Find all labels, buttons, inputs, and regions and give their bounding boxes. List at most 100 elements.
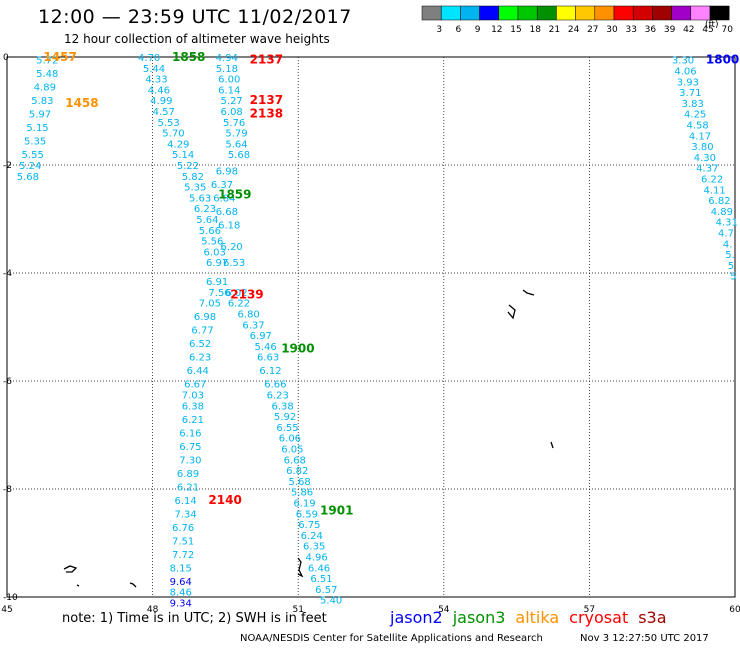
lon-tick-label: 45 bbox=[1, 605, 12, 615]
wave-height-value: 3.30 bbox=[672, 56, 694, 67]
colorbar-swatch bbox=[498, 5, 519, 21]
wave-height-value: 6.21 bbox=[182, 415, 204, 426]
wave-height-value: 6.57 bbox=[315, 585, 337, 596]
island-outline bbox=[129, 582, 137, 588]
wave-height-value: 4.29 bbox=[167, 139, 189, 150]
wave-height-value: 5.68 bbox=[228, 150, 250, 161]
wave-height-value: 4.57 bbox=[153, 107, 175, 118]
wave-height-value: 6.75 bbox=[298, 520, 320, 531]
generated-timestamp: Nov 3 12:27:50 UTC 2017 bbox=[580, 633, 709, 644]
wave-height-value: 6.18 bbox=[218, 220, 240, 231]
wave-height-value: 6.23 bbox=[194, 204, 216, 215]
colorbar-label: 21 bbox=[549, 25, 560, 35]
island-outline bbox=[550, 441, 554, 449]
wave-height-value: 5.35 bbox=[184, 183, 206, 194]
pass-time-label: 1458 bbox=[65, 96, 98, 110]
wave-height-value: 6.12 bbox=[259, 366, 281, 377]
wave-height-value: 5.14 bbox=[172, 150, 194, 161]
wave-height-value: 5.63 bbox=[189, 193, 211, 204]
colorbar-swatch bbox=[479, 5, 500, 21]
colorbar-label: 45 bbox=[702, 25, 713, 35]
wave-height-value: 5.15 bbox=[26, 123, 48, 134]
wave-height-value: 6.98 bbox=[216, 166, 238, 177]
satellite-legend-jason2: jason2 bbox=[390, 608, 443, 627]
wave-height-value: 5.55 bbox=[22, 150, 44, 161]
colorbar-label: 30 bbox=[606, 25, 618, 35]
colorbar-swatch bbox=[575, 5, 596, 21]
colorbar-label: 70 bbox=[721, 25, 733, 35]
wave-height-value: 6.24 bbox=[301, 531, 323, 542]
wave-height-value: 4.31 bbox=[716, 218, 738, 229]
wave-height-value: 6.46 bbox=[308, 563, 330, 574]
wave-height-value: 9.34 bbox=[170, 598, 192, 609]
wave-height-value: 6.97 bbox=[250, 331, 272, 342]
wave-height-value: 5.72 bbox=[36, 56, 58, 67]
wave-height-value: 6.53 bbox=[223, 258, 245, 269]
island-outline bbox=[522, 289, 535, 296]
wave-height-value: 5.27 bbox=[221, 96, 243, 107]
wave-height-value: 5.22 bbox=[177, 161, 199, 172]
wave-height-value: 5.64 bbox=[196, 215, 218, 226]
pass-time-label: 2137 bbox=[250, 53, 283, 67]
wave-height-value: 6.59 bbox=[296, 509, 318, 520]
pass-time-label: 1457 bbox=[43, 50, 76, 64]
wave-height-value: 6.02 bbox=[225, 288, 247, 299]
wave-height-value: 6.20 bbox=[221, 242, 243, 253]
wave-height-value: 4.46 bbox=[148, 85, 170, 96]
lon-tick-label: 60 bbox=[729, 605, 740, 615]
wave-height-value: 6.80 bbox=[238, 310, 260, 321]
wave-height-value: 5.92 bbox=[274, 412, 296, 423]
wave-height-value: 4.06 bbox=[674, 67, 696, 78]
wave-height-value: 6.16 bbox=[179, 428, 201, 439]
colorbar-swatch bbox=[440, 5, 461, 21]
wave-height-value: 6.14 bbox=[218, 85, 240, 96]
wave-height-value: 4.96 bbox=[305, 553, 327, 564]
wave-height-value: 5.48 bbox=[36, 69, 58, 80]
wave-height-value: 7.34 bbox=[174, 509, 196, 520]
wave-height-value: 6.84 bbox=[213, 193, 235, 204]
wave-height-value: 4.33 bbox=[145, 75, 167, 86]
wave-height-value: 5.53 bbox=[157, 118, 179, 129]
wave-height-value: 4.7 bbox=[718, 229, 734, 240]
colorbar-swatch bbox=[709, 5, 730, 21]
island-outline bbox=[63, 565, 78, 573]
wave-height-value: 3.93 bbox=[677, 77, 699, 88]
wave-height-value: 5.83 bbox=[31, 96, 53, 107]
wave-height-value: 6.05 bbox=[281, 445, 303, 456]
colorbar-label: 39 bbox=[664, 25, 676, 35]
satellite-legend-jason3: jason3 bbox=[452, 608, 506, 627]
satellite-legend-s3a: s3a bbox=[638, 608, 667, 627]
wave-height-value: 7.72 bbox=[172, 550, 194, 561]
wave-height-value: 6.91 bbox=[206, 277, 228, 288]
colorbar-swatch bbox=[421, 5, 442, 21]
wave-height-value: 5.40 bbox=[320, 596, 342, 607]
wave-height-value: 6.82 bbox=[708, 196, 730, 207]
satellite-legend-cryosat: cryosat bbox=[569, 608, 629, 627]
colorbar-swatch bbox=[613, 5, 634, 21]
colorbar-label: 12 bbox=[491, 25, 502, 35]
wave-height-value: 7.30 bbox=[179, 455, 201, 466]
colorbar-swatch bbox=[671, 5, 692, 21]
wave-height-value: 3.71 bbox=[679, 88, 701, 99]
wave-height-value: 6.08 bbox=[221, 107, 243, 118]
colorbar-swatch bbox=[517, 5, 538, 21]
colorbar-swatch bbox=[460, 5, 480, 21]
lon-tick-label: 57 bbox=[584, 605, 595, 615]
colorbar-swatch bbox=[594, 5, 615, 21]
lat-tick-label: -6 bbox=[3, 377, 12, 387]
wave-height-value: 6.37 bbox=[242, 320, 264, 331]
wave-height-value: 3.80 bbox=[691, 142, 713, 153]
wave-height-value: 6.22 bbox=[701, 175, 723, 186]
wave-height-value: 6.37 bbox=[211, 180, 233, 191]
colorbar-units: (ft) bbox=[705, 20, 719, 30]
colorbar-swatch bbox=[536, 5, 557, 21]
wave-height-value: 5.24 bbox=[19, 161, 41, 172]
lat-tick-label: -8 bbox=[3, 485, 12, 495]
wave-height-value: 6.52 bbox=[189, 339, 211, 350]
wave-height-value: 4.25 bbox=[684, 110, 706, 121]
wave-height-value: 6.19 bbox=[293, 499, 315, 510]
wave-height-value: 7.03 bbox=[182, 391, 204, 402]
wave-height-value: 5.97 bbox=[29, 110, 51, 121]
wave-height-value: 5.44 bbox=[143, 64, 165, 75]
